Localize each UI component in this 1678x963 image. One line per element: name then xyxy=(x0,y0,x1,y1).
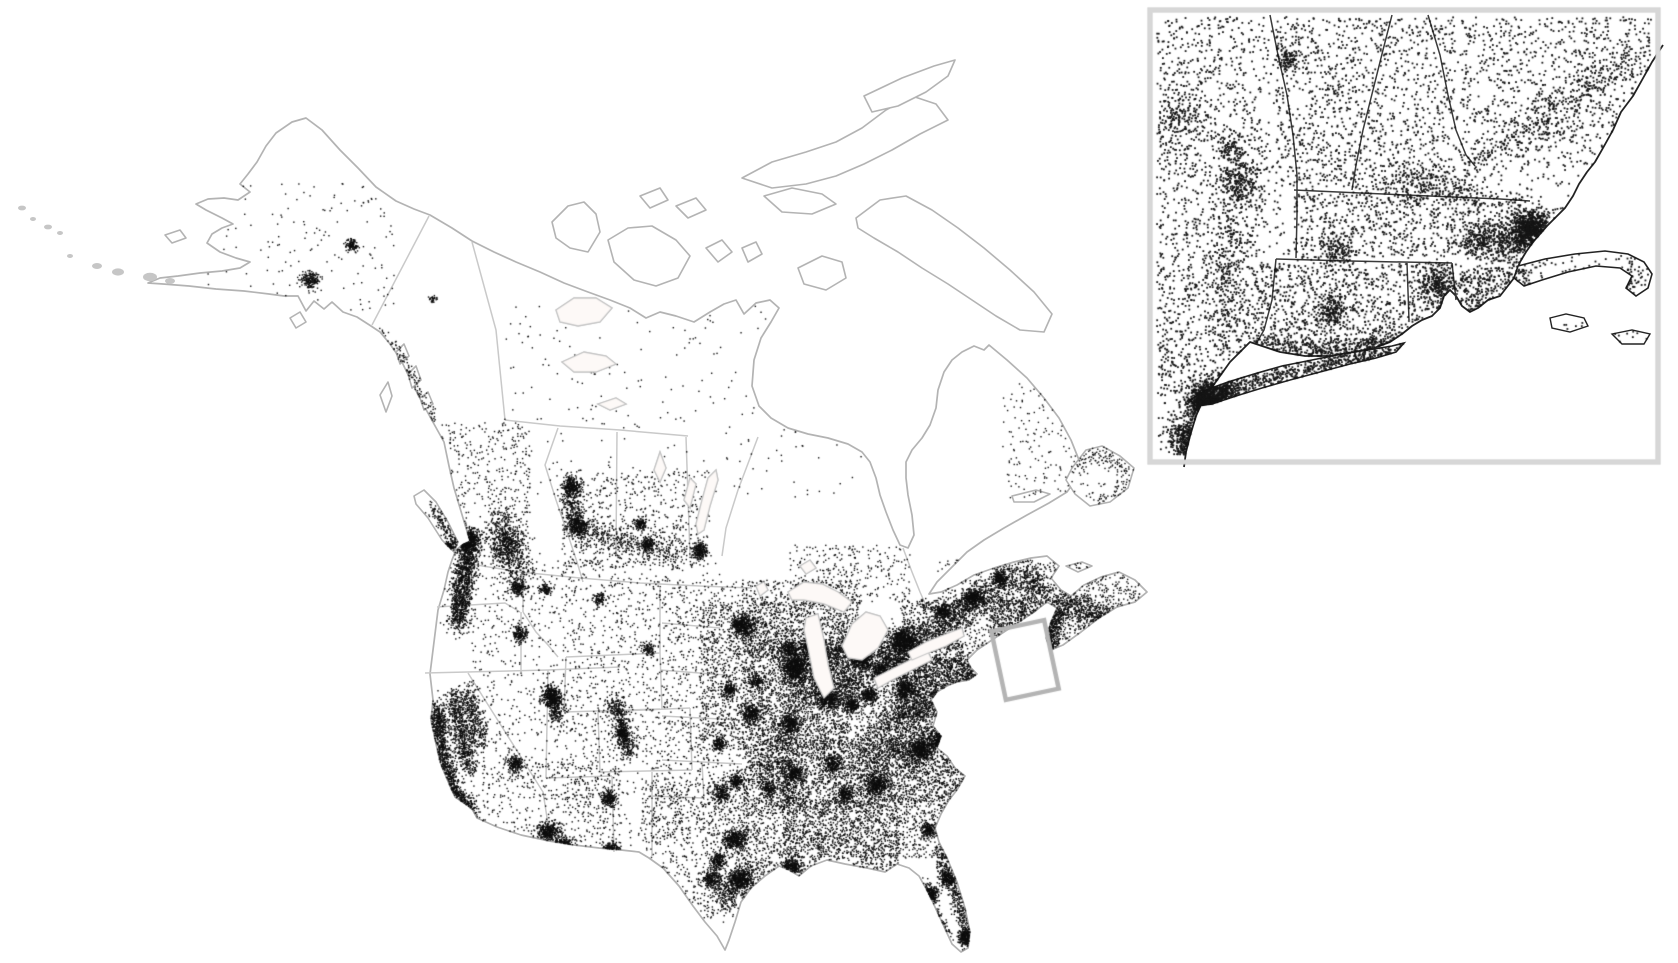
map-figure xyxy=(0,0,1678,963)
dot-density-layer xyxy=(0,0,1678,963)
